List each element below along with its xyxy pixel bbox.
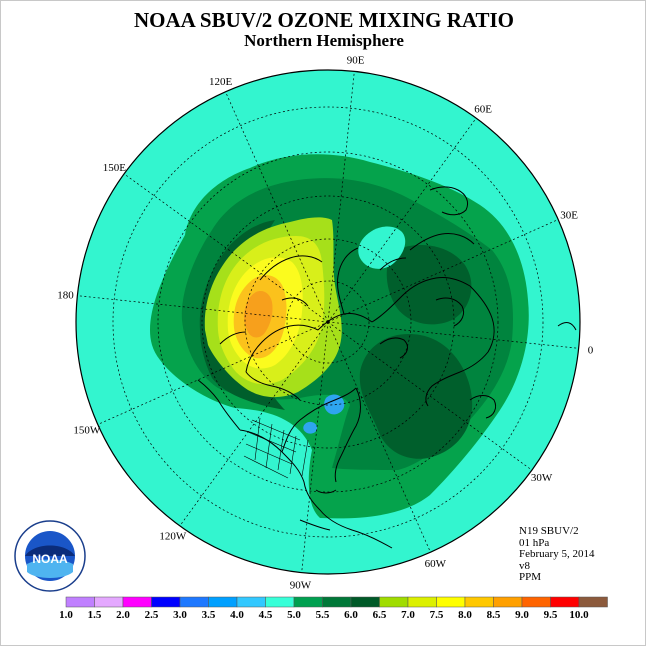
map-boundary bbox=[75, 69, 581, 575]
legend-swatch bbox=[464, 596, 494, 608]
logo-text: NOAA bbox=[32, 552, 68, 566]
band-4-0-spot bbox=[324, 394, 345, 415]
info-date: February 5, 2014 bbox=[519, 548, 595, 560]
legend-swatch bbox=[65, 596, 95, 608]
legend-swatch bbox=[151, 596, 181, 608]
meridian-line bbox=[327, 321, 533, 471]
legend-swatch bbox=[122, 596, 152, 608]
meridian-line bbox=[123, 173, 329, 323]
legend-label: 7.0 bbox=[401, 609, 415, 621]
legend-label: 8.0 bbox=[458, 609, 472, 621]
legend-label: 4.5 bbox=[259, 609, 273, 621]
info-satellite: N19 SBUV/2 bbox=[519, 525, 579, 537]
legend-label: 9.0 bbox=[515, 609, 529, 621]
legend-swatch bbox=[493, 596, 523, 608]
legend-label: 3.0 bbox=[173, 609, 187, 621]
band-4-0-spot-2 bbox=[303, 421, 318, 434]
longitude-label: 90E bbox=[347, 54, 365, 66]
legend-swatch bbox=[407, 596, 437, 608]
product-info: N19 SBUV/2 01 hPa February 5, 2014 v8 PP… bbox=[519, 525, 595, 584]
longitude-label: 30E bbox=[560, 210, 578, 222]
meridian-line bbox=[327, 321, 431, 553]
band-6-0-core-russia bbox=[386, 245, 472, 325]
logo-wave bbox=[27, 559, 73, 578]
info-level: 01 hPa bbox=[519, 536, 550, 549]
legend-swatch bbox=[550, 596, 580, 608]
meridian-line bbox=[301, 321, 329, 573]
band-8-5 bbox=[244, 291, 273, 338]
map-subtitle: Northern Hemisphere bbox=[244, 31, 404, 50]
info-version: v8 bbox=[519, 559, 530, 572]
meridian-line bbox=[225, 91, 329, 323]
legend-label: 10.0 bbox=[569, 609, 589, 621]
meridians bbox=[77, 71, 579, 573]
legend-swatches bbox=[65, 596, 608, 608]
legend-swatch bbox=[322, 596, 352, 608]
longitude-label: 30W bbox=[531, 472, 553, 484]
longitude-label: 150W bbox=[73, 424, 101, 436]
longitude-label: 120E bbox=[209, 76, 233, 88]
logo-bird-shape bbox=[25, 545, 75, 556]
meridian-line bbox=[179, 321, 329, 527]
state-boundaries bbox=[243, 417, 309, 479]
graticule bbox=[112, 106, 544, 538]
legend-label: 8.5 bbox=[487, 609, 501, 621]
legend-label: 7.5 bbox=[430, 609, 444, 621]
legend-label: 5.0 bbox=[287, 609, 301, 621]
legend-swatch bbox=[521, 596, 551, 608]
ozone-field bbox=[76, 70, 580, 574]
legend-swatch bbox=[236, 596, 266, 608]
meridian-line bbox=[327, 71, 355, 323]
meridian-line bbox=[327, 117, 477, 323]
legend-labels: 1.0 1.5 2.0 2.5 3.0 3.5 4.0 4.5 5.0 5.5 6.0 6.5 7.0 7… bbox=[59, 609, 589, 621]
legend-swatch bbox=[179, 596, 209, 608]
info-units: PPM bbox=[519, 571, 542, 583]
legend-swatch bbox=[94, 596, 124, 608]
legend-swatch bbox=[436, 596, 466, 608]
longitude-label: 0 bbox=[588, 345, 594, 357]
legend-label: 5.5 bbox=[316, 609, 330, 621]
meridian-line bbox=[327, 219, 559, 323]
longitude-label: 60E bbox=[474, 103, 492, 115]
meridian-line bbox=[97, 321, 329, 425]
longitude-label: 180 bbox=[57, 289, 74, 301]
longitude-label: 120W bbox=[159, 531, 187, 543]
longitude-label: 90W bbox=[290, 580, 312, 592]
longitude-label: 60W bbox=[425, 558, 447, 570]
longitude-labels: 90E 60E 30E 0 30W 60W 90W 120W 150W 180 150E 120E bbox=[57, 54, 594, 591]
legend-label: 2.5 bbox=[145, 609, 159, 621]
meridian-line bbox=[77, 295, 329, 323]
map-title: NOAA SBUV/2 OZONE MIXING RATIO bbox=[134, 8, 514, 32]
meridian-line bbox=[327, 321, 579, 349]
legend-label: 9.5 bbox=[544, 609, 558, 621]
legend-label: 4.0 bbox=[230, 609, 244, 621]
legend-swatch bbox=[208, 596, 238, 608]
legend-swatch bbox=[265, 596, 295, 608]
legend-label: 1.0 bbox=[59, 609, 73, 621]
longitude-label: 150E bbox=[103, 162, 127, 174]
legend-label: 6.5 bbox=[373, 609, 387, 621]
color-legend: 1.0 1.5 2.0 2.5 3.0 3.5 4.0 4.5 5.0 5.5 6.0 6.5 7.0 7… bbox=[59, 596, 608, 621]
legend-label: 2.0 bbox=[116, 609, 130, 621]
noaa-logo: NOAA bbox=[14, 520, 86, 592]
legend-label: 3.5 bbox=[202, 609, 216, 621]
legend-swatch bbox=[350, 596, 380, 608]
legend-label: 6.0 bbox=[344, 609, 358, 621]
legend-swatch bbox=[293, 596, 323, 608]
legend-label: 1.5 bbox=[88, 609, 102, 621]
legend-swatch bbox=[578, 596, 608, 608]
legend-swatch bbox=[379, 596, 409, 608]
